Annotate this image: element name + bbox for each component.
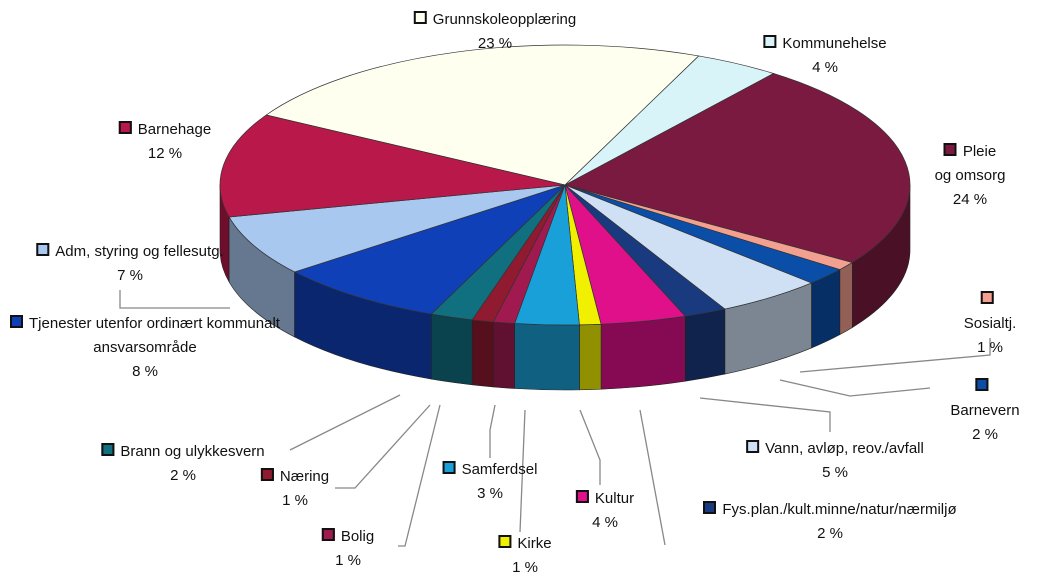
slice-label: Bolig 1 % (321, 525, 375, 573)
value-label: 24 % (952, 191, 988, 208)
leader-line (699, 397, 831, 432)
value-label: 4 % (592, 514, 618, 531)
leader-lines (119, 290, 991, 547)
slice-label: Grunnskoleopplæring 23 % (413, 8, 577, 56)
category-name: Næring (279, 468, 330, 485)
leader-line (398, 404, 441, 547)
legend-swatch (118, 121, 132, 134)
slice (564, 73, 911, 263)
legend-swatch (260, 468, 274, 481)
category-name: Brann og ulykkesvern (120, 443, 265, 460)
leader-line (579, 409, 601, 485)
value-label: 1 % (512, 559, 538, 576)
category-name: Kirke (517, 535, 552, 552)
legend-swatch (498, 535, 512, 548)
legend-swatch (943, 143, 957, 156)
legend-swatch (442, 461, 456, 474)
value-label: 2 % (817, 525, 843, 542)
slice-side (684, 308, 726, 382)
legend-swatch (10, 315, 24, 328)
slice-label: Adm, styring og fellesutg. 7 % (36, 240, 224, 288)
category-name: Barnevern (950, 402, 1020, 419)
category-name: Barnehage (137, 121, 212, 138)
slice (219, 114, 566, 218)
value-label: 2 % (972, 426, 998, 443)
value-label: 1 % (282, 492, 308, 509)
category-name: Grunnskoleopplæring (432, 11, 577, 28)
slice-side (839, 261, 853, 336)
leader-line (289, 394, 401, 451)
slice-label: Næring 1 % (260, 465, 330, 513)
slice-label: Samferdsel 3 % (442, 458, 538, 506)
slice-side (579, 323, 602, 391)
value-label: 7 % (117, 267, 143, 284)
category-name: Adm, styring og fellesutg. (55, 243, 224, 260)
category-name: Kultur (594, 490, 635, 507)
category-name: Samferdsel (461, 461, 538, 478)
leader-line (335, 404, 431, 489)
value-label: 12 % (147, 145, 183, 162)
slice-side (431, 313, 473, 386)
slice-side (471, 319, 494, 388)
legend-swatch (975, 378, 989, 391)
legend-swatch (101, 443, 115, 456)
value-label: 4 % (812, 59, 838, 76)
category-name: Sosialtj. (963, 315, 1017, 332)
legend-swatch (575, 490, 589, 503)
slice-label: Vann, avløp, reov./avfall 5 % (746, 437, 924, 485)
value-label: 2 % (170, 467, 196, 484)
leader-line (799, 338, 991, 373)
leader-line (779, 379, 931, 397)
value-label: 1 % (335, 552, 361, 569)
slice (265, 44, 700, 186)
slice-side (514, 323, 580, 391)
legend-swatch (703, 501, 717, 514)
slice-label: Fys.plan./kult.minne/natur/nærmiljø 2 % (680, 498, 980, 546)
legend-swatch (36, 243, 50, 256)
category-name: Kommunehelse (782, 35, 887, 52)
slice-label: Kultur 4 % (575, 487, 635, 535)
category-name: Fys.plan./kult.minne/natur/nærmiljø (722, 501, 957, 518)
slice (228, 184, 566, 273)
slice-label: Tjenester utenfor ordinært kommunalt ans… (10, 312, 280, 384)
leader-line (519, 409, 526, 533)
slice-side (600, 315, 686, 390)
legend-swatch (980, 291, 994, 304)
value-label: 23 % (477, 35, 513, 52)
category-name: Pleie og omsorg (934, 143, 1006, 184)
category-name: Tjenester utenfor ordinært kommunalt ans… (29, 315, 280, 356)
leader-line (489, 404, 496, 458)
slice-label: Brann og ulykkesvern 2 % (101, 440, 265, 488)
value-label: 8 % (132, 363, 158, 380)
legend-swatch (413, 11, 427, 24)
value-label: 3 % (477, 485, 503, 502)
legend-swatch (763, 35, 777, 48)
legend-swatch (321, 528, 335, 541)
slice-label: Kirke 1 % (498, 532, 552, 580)
leader-line (119, 290, 230, 309)
slice-label: Sosialtj. 1 % (963, 288, 1017, 360)
slice (293, 184, 566, 315)
slice-label: Kommunehelse 4 % (763, 32, 887, 80)
slice-label: Pleie og omsorg 24 % (935, 140, 1006, 212)
value-label: 1 % (977, 339, 1003, 356)
legend-swatch (746, 440, 760, 453)
value-label: 5 % (822, 464, 848, 481)
slice-label: Barnevern 2 % (950, 375, 1020, 447)
slice-side (492, 321, 515, 389)
category-name: Bolig (340, 528, 375, 545)
category-name: Vann, avløp, reov./avfall (765, 440, 924, 457)
leader-line (639, 409, 666, 546)
slice-label: Barnehage 12 % (118, 118, 212, 166)
